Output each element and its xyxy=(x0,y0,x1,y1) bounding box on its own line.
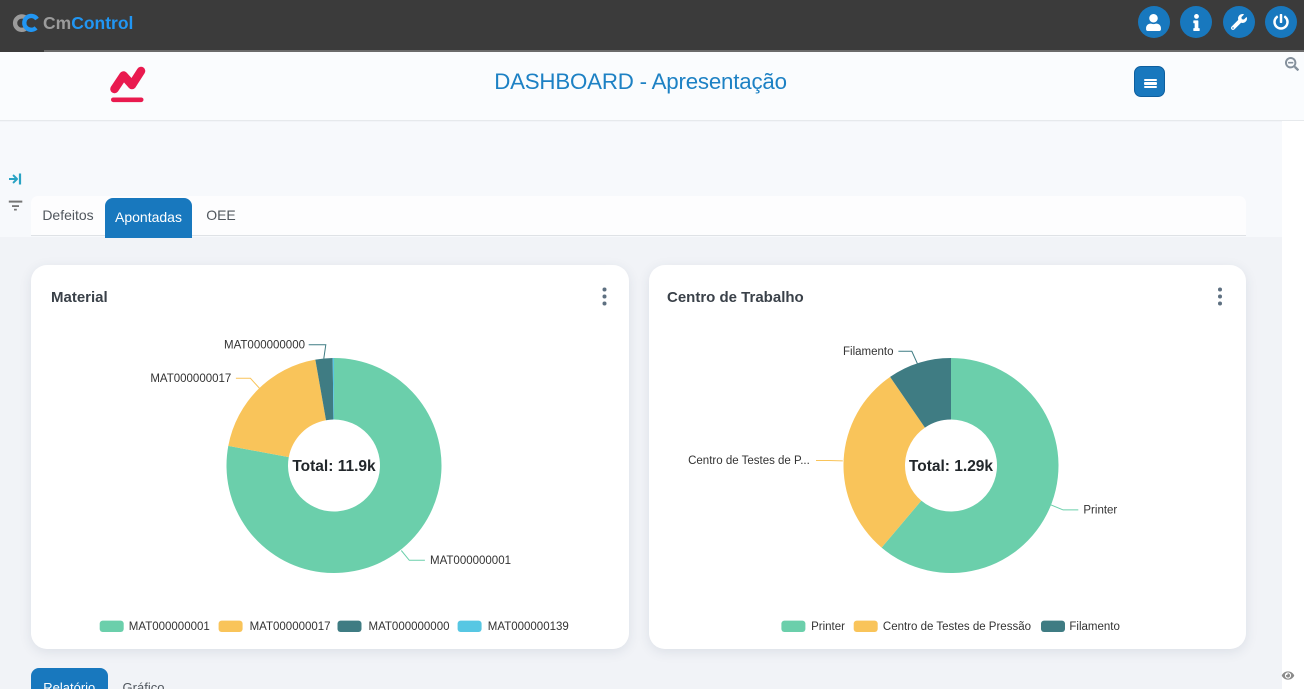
svg-text:MAT000000017: MAT000000017 xyxy=(250,621,331,633)
svg-text:Printer: Printer xyxy=(1083,505,1117,517)
svg-text:MAT000000000: MAT000000000 xyxy=(224,340,305,352)
svg-text:Centro de Testes de P...: Centro de Testes de P... xyxy=(688,455,810,467)
svg-text:MAT000000001: MAT000000001 xyxy=(430,555,511,567)
svg-text:MAT000000000: MAT000000000 xyxy=(369,621,450,633)
svg-text:MAT000000001: MAT000000001 xyxy=(129,621,210,633)
svg-text:Centro de Testes de Pressão: Centro de Testes de Pressão xyxy=(883,621,1031,633)
svg-text:Filamento: Filamento xyxy=(843,346,894,358)
svg-text:Filamento: Filamento xyxy=(1069,621,1120,633)
svg-text:MAT000000017: MAT000000017 xyxy=(150,373,231,385)
svg-text:Material: Material xyxy=(51,289,108,306)
svg-text:Total: 1.29k: Total: 1.29k xyxy=(909,458,994,475)
svg-text:MAT000000139: MAT000000139 xyxy=(488,621,569,633)
svg-text:Printer: Printer xyxy=(811,621,845,633)
svg-text:Total: 11.9k: Total: 11.9k xyxy=(292,458,376,475)
svg-text:Centro de Trabalho: Centro de Trabalho xyxy=(667,289,804,306)
svg-text:CmControl: CmControl xyxy=(43,13,133,33)
